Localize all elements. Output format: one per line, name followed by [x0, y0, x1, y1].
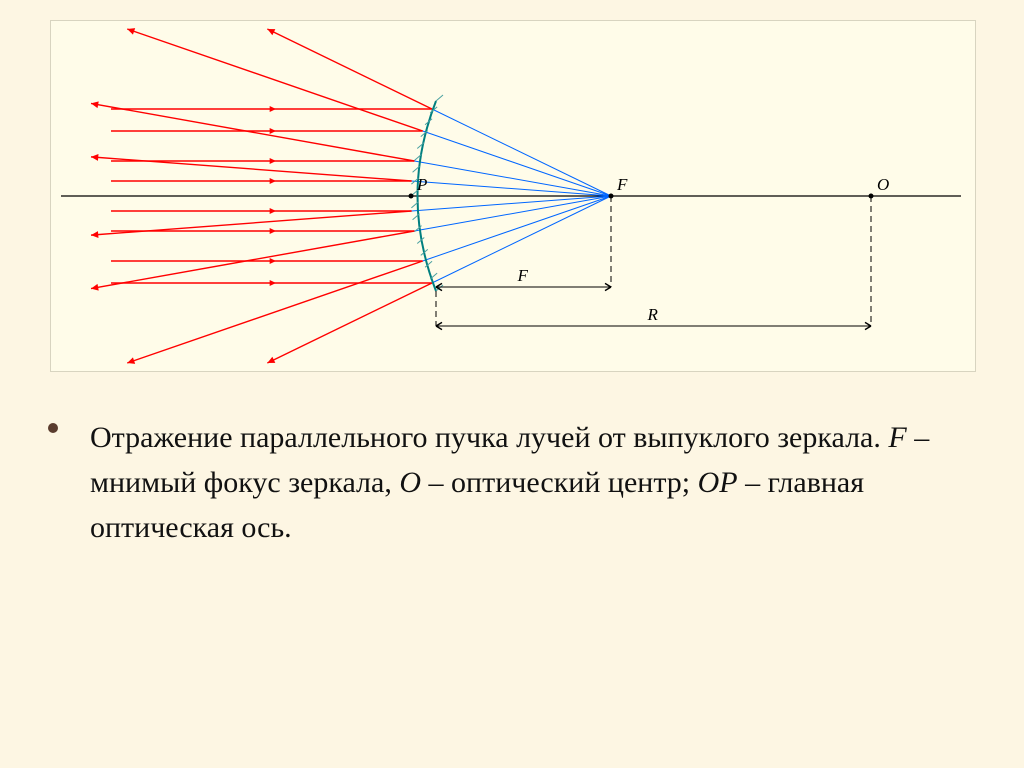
- svg-text:P: P: [416, 175, 427, 194]
- slide: P F O F R Отражение параллельного пучка луче…: [0, 0, 1024, 768]
- svg-text:R: R: [647, 305, 659, 324]
- optics-diagram: P F O F R: [50, 20, 976, 372]
- caption-text: Отражение параллельного пучка лучей от в…: [90, 415, 950, 550]
- bullet-icon: [48, 423, 58, 433]
- svg-text:O: O: [877, 175, 889, 194]
- caption-F: F: [888, 421, 906, 454]
- diagram-svg: P F O F R: [51, 21, 975, 371]
- caption-pre: Отражение параллельного пучка лучей от в…: [90, 421, 888, 454]
- svg-text:F: F: [517, 266, 529, 285]
- caption-OP: OP: [698, 466, 738, 499]
- caption-o-desc: – оптический центр;: [421, 466, 698, 499]
- caption-O: O: [399, 466, 421, 499]
- svg-text:F: F: [616, 175, 628, 194]
